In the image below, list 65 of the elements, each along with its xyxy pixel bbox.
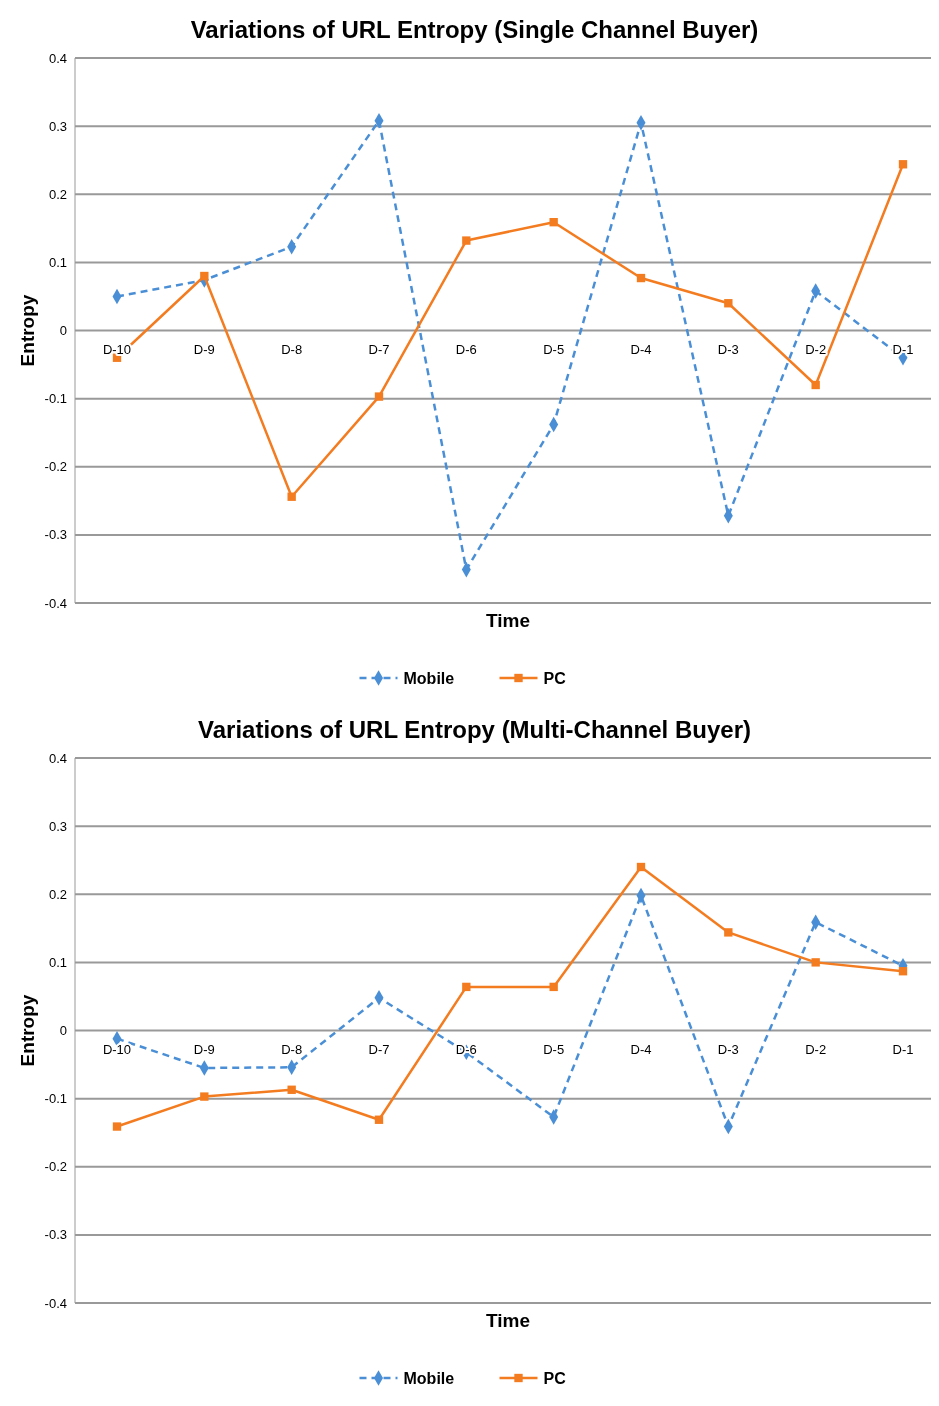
x-tick-label: D-4 bbox=[630, 341, 652, 357]
y-tick-label: 0.3 bbox=[48, 818, 67, 834]
y-tick-label: -0.2 bbox=[44, 1159, 67, 1175]
x-tick-label: D-10 bbox=[102, 1041, 132, 1057]
point bbox=[200, 1092, 209, 1101]
x-tick-label: D-8 bbox=[281, 1041, 303, 1057]
y-tick-label: -0.4 bbox=[44, 595, 67, 611]
point bbox=[549, 218, 558, 227]
point bbox=[636, 273, 646, 283]
x-tick-label: D-4 bbox=[630, 1041, 652, 1057]
point bbox=[462, 236, 471, 245]
x-tick-label: D-5 bbox=[543, 1041, 565, 1057]
point bbox=[112, 1122, 122, 1131]
point bbox=[898, 160, 908, 169]
y-tick-label: -0.4 bbox=[44, 1295, 67, 1311]
x-tick-label: D-2 bbox=[805, 341, 827, 357]
point bbox=[811, 958, 820, 967]
legend-label: PC bbox=[543, 669, 567, 687]
x-axis-title: Time bbox=[485, 1310, 531, 1331]
legend-label: Mobile bbox=[403, 669, 455, 687]
y-tick-label: -0.3 bbox=[44, 1227, 67, 1243]
point bbox=[200, 271, 209, 281]
x-tick-label: D-3 bbox=[717, 1041, 739, 1057]
x-tick-label: D-2 bbox=[805, 1041, 827, 1057]
x-tick-label: D-1 bbox=[892, 1041, 914, 1057]
point bbox=[636, 862, 646, 872]
point bbox=[374, 392, 384, 401]
x-tick-label: D-6 bbox=[455, 341, 477, 357]
point bbox=[898, 967, 908, 976]
point bbox=[724, 299, 733, 308]
point bbox=[462, 982, 471, 992]
legend-label: PC bbox=[543, 1369, 567, 1387]
legend-label: Mobile bbox=[403, 1369, 455, 1387]
x-tick-label: D-7 bbox=[368, 341, 390, 357]
x-tick-label: D-8 bbox=[281, 341, 303, 357]
y-axis-title: Entropy bbox=[17, 994, 38, 1067]
x-tick-label: D-7 bbox=[368, 1041, 390, 1057]
y-axis-title: Entropy bbox=[17, 294, 38, 367]
y-tick-label: 0.4 bbox=[48, 750, 67, 766]
chart-title: Variations of URL Entropy (Multi-Channel Buyer) bbox=[198, 716, 751, 743]
y-tick-label: 0.1 bbox=[48, 254, 67, 270]
y-tick-label: 0 bbox=[59, 1023, 67, 1039]
y-tick-label: -0.3 bbox=[44, 527, 67, 543]
chart-title: Variations of URL Entropy (Single Channel Buyer) bbox=[190, 16, 759, 43]
point bbox=[811, 380, 820, 390]
y-tick-label: 0.1 bbox=[48, 954, 67, 970]
y-tick-label: -0.1 bbox=[44, 391, 67, 407]
y-tick-label: 0.3 bbox=[48, 118, 67, 134]
y-tick-label: -0.2 bbox=[44, 459, 67, 475]
point bbox=[374, 1115, 384, 1124]
y-tick-label: 0.2 bbox=[48, 886, 67, 902]
x-tick-label: D-1 bbox=[892, 341, 914, 357]
y-tick-label: -0.1 bbox=[44, 1091, 67, 1107]
point bbox=[287, 1085, 296, 1094]
y-tick-label: 0.2 bbox=[48, 186, 67, 202]
x-tick-label: D-3 bbox=[717, 341, 739, 357]
x-tick-label: D-5 bbox=[543, 341, 565, 357]
y-tick-label: 0.4 bbox=[48, 50, 67, 66]
point bbox=[549, 982, 558, 992]
x-axis-title: Time bbox=[485, 610, 531, 631]
point bbox=[724, 928, 733, 937]
y-tick-label: 0 bbox=[59, 323, 67, 339]
point bbox=[287, 492, 296, 501]
x-tick-label: D-9 bbox=[193, 341, 215, 357]
x-tick-label: D-9 bbox=[193, 1041, 215, 1057]
